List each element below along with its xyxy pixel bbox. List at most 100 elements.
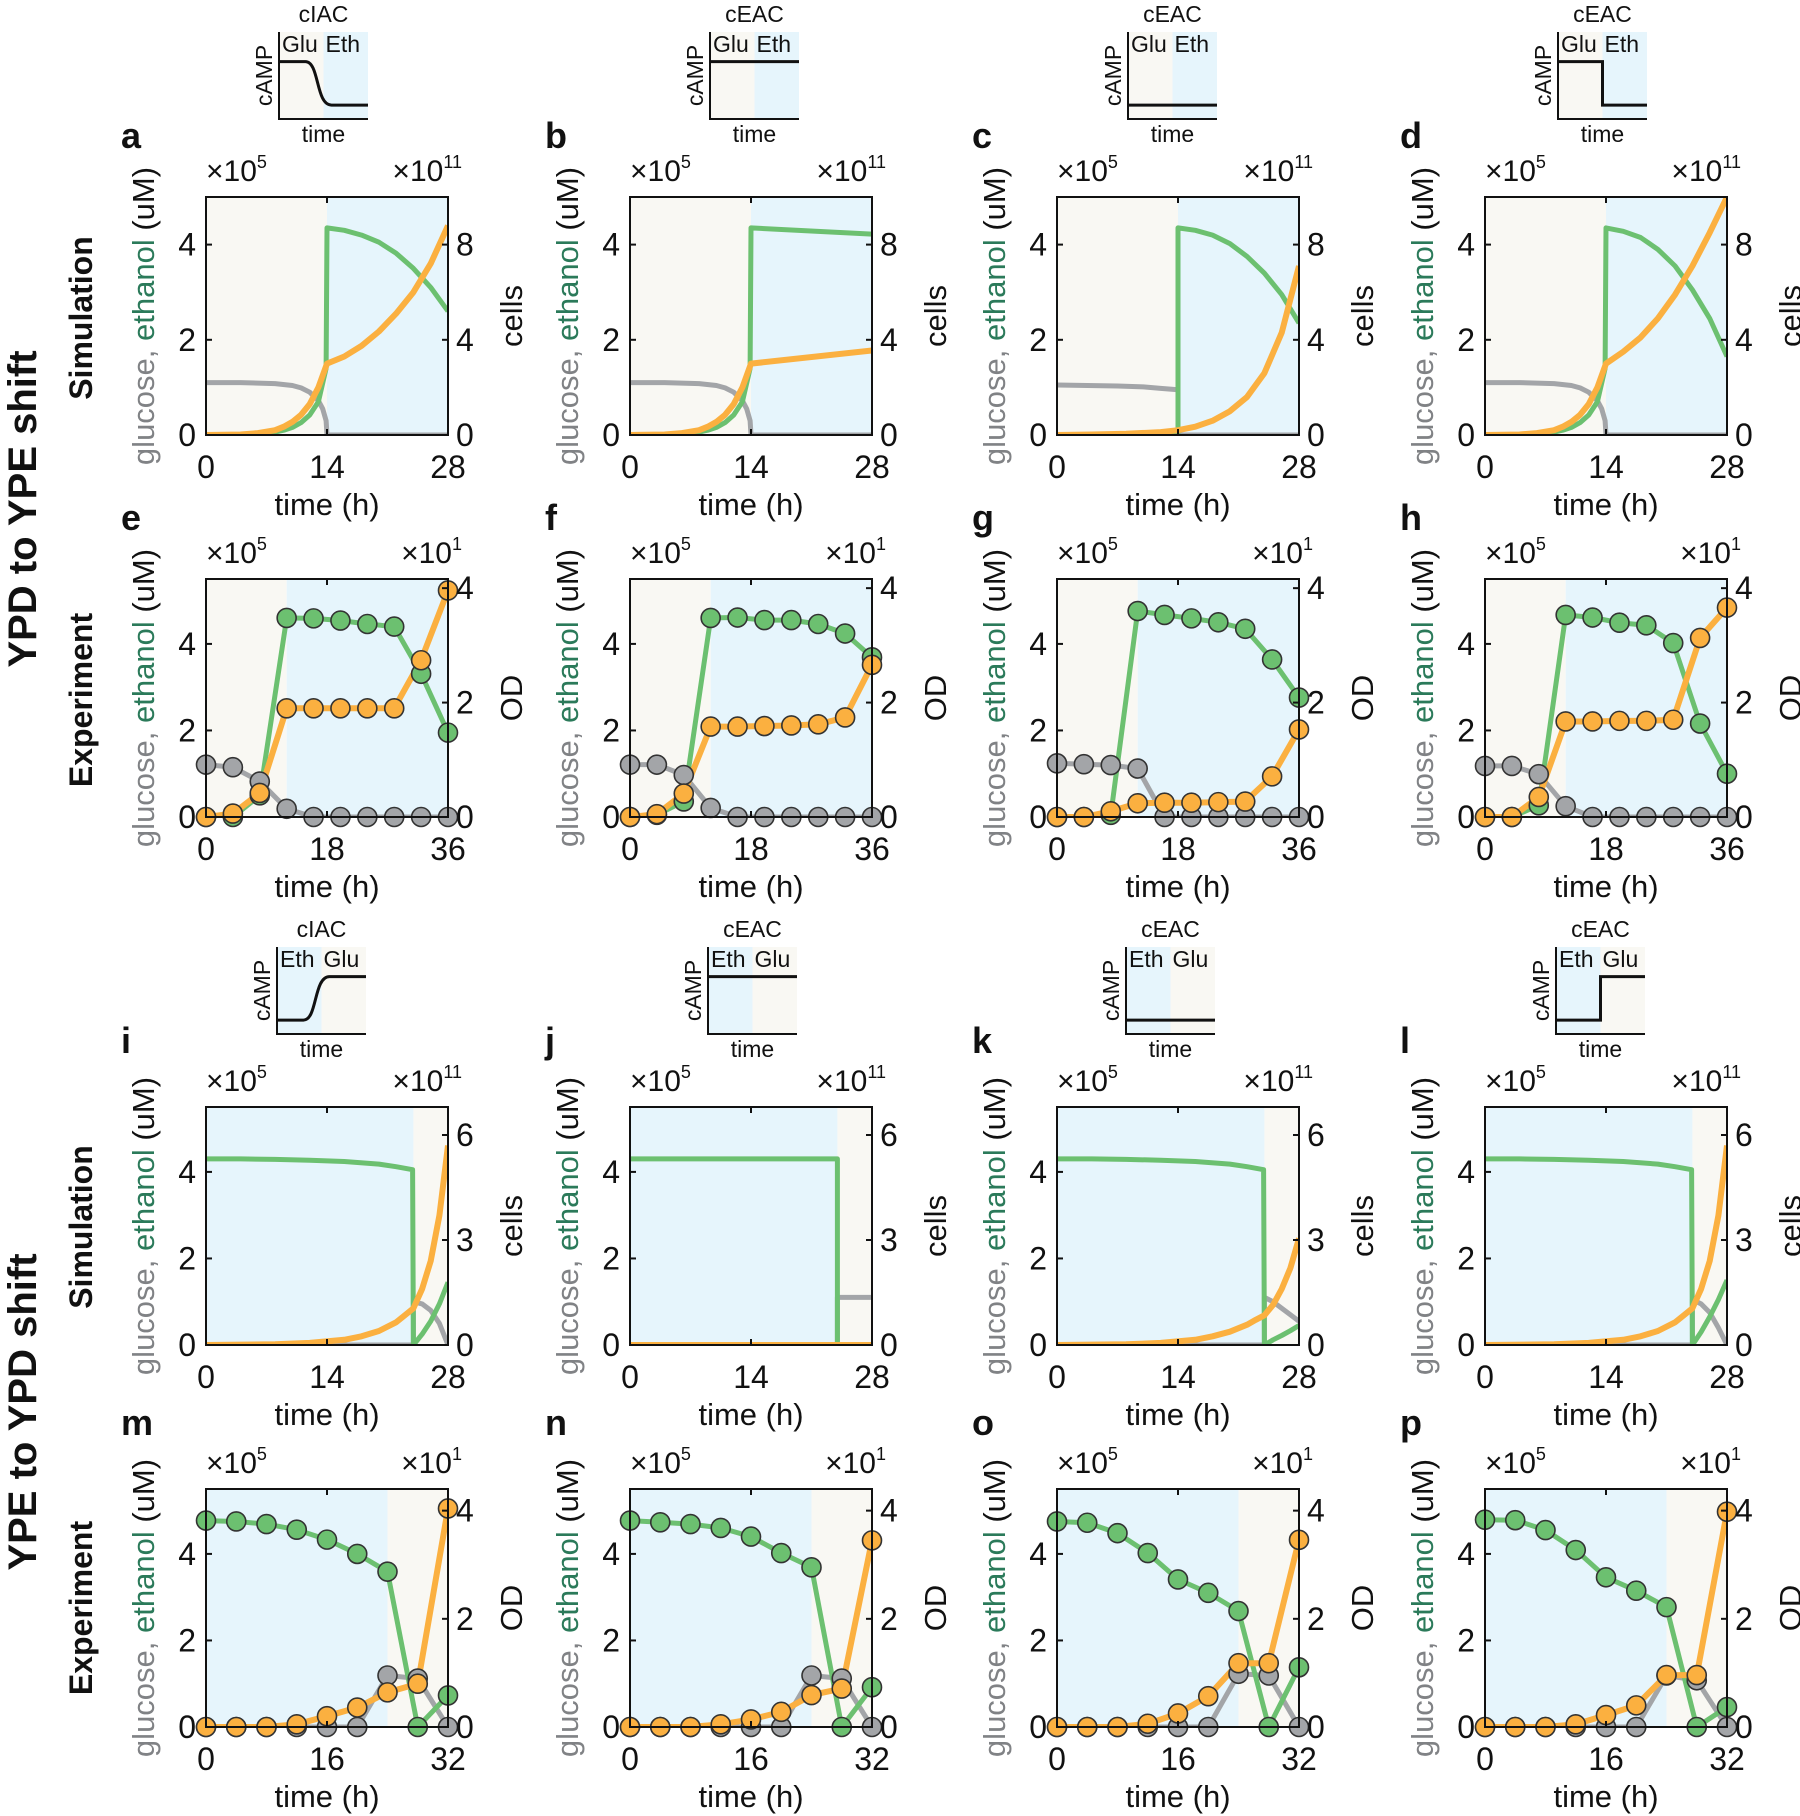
x-tick-label: 36 [1709,831,1745,867]
row-label-ype-to-ypd: YPE to YPD shift [1,1253,45,1570]
inset-x-label: time [1151,121,1194,147]
y-tick-label: 2 [178,1240,196,1276]
x-axis-label: time (h) [1125,1397,1230,1432]
y2-scale-factor: ×101 [1680,1444,1741,1480]
series-line-ethanol [1485,1156,1727,1345]
data-point-od [410,649,432,671]
data-point-ethanol [316,1529,338,1550]
y2-tick-label: 4 [456,570,474,606]
x-tick-label: 14 [733,449,769,485]
data-point-od [673,783,695,804]
y2-axis-label: cells [918,285,953,347]
data-point-glucose [1127,758,1148,779]
x-tick-label: 28 [1709,449,1745,485]
data-point-ethanol [801,1557,822,1578]
inset-title: cEAC [1143,1,1202,27]
panel-letter: g [972,497,994,538]
data-point-od [377,1682,398,1703]
y-axis-label: glucose, ethanol (uM) [126,1077,161,1375]
x-tick-label: 28 [430,1359,466,1395]
data-point-od [801,1684,822,1706]
data-point-ethanol [1154,604,1175,626]
medium-shading-glu [321,947,366,1034]
camp-curve [1558,60,1647,107]
y-axis-label: glucose, ethanol (uM) [1405,1077,1440,1375]
y-scale-factor: ×105 [206,152,267,188]
y2-tick-label: 2 [880,1601,898,1637]
medium-shading-glu [752,947,797,1034]
y2-axis-label: OD [494,1585,529,1632]
plot-area [206,589,448,817]
y2-tick-label: 0 [1735,799,1753,835]
x-axis-label: time (h) [1125,1779,1230,1814]
y-tick-label: 0 [1029,1327,1047,1363]
series-line-glucose [206,1299,448,1345]
x-tick-label: 16 [1160,1741,1196,1777]
data-point-od [1686,1664,1708,1686]
x-tick-label: 36 [854,831,890,867]
data-point-glucose [801,1665,822,1686]
medium-shading-glu [1600,947,1645,1034]
y-tick-label: 2 [178,1622,196,1658]
x-tick-label: 0 [621,1741,639,1777]
x-axis-label: time (h) [698,1779,803,1814]
series-line-glucose [206,762,448,817]
x-tick-label: 32 [1709,1741,1745,1777]
y2-scale-factor: ×101 [825,1444,886,1480]
panel-letter: c [972,115,992,156]
x-axis-label: time (h) [274,869,379,904]
y-scale-factor: ×105 [1057,534,1118,570]
x-tick-label: 16 [309,1741,345,1777]
x-axis-label: time (h) [1553,487,1658,522]
inset-medium-label: Eth [757,31,792,57]
x-tick-label: 28 [1709,1359,1745,1395]
y2-tick-label: 3 [1735,1222,1753,1258]
y2-tick-label: 4 [880,322,898,358]
inset-y-label: cAMP [1530,45,1556,106]
data-point-od [1662,709,1684,731]
data-point-glucose [222,756,244,778]
data-point-od [1154,792,1175,813]
data-point-ethanol [1076,1512,1098,1534]
data-point-ethanol [377,1561,398,1582]
data-point-ethanol [781,609,802,631]
data-point-od [1636,710,1657,732]
data-point-ethanol [383,616,405,637]
data-point-ethanol [346,1543,368,1565]
y2-tick-label: 8 [1307,227,1325,263]
y2-tick-label: 2 [456,685,474,721]
data-point-ethanol [276,607,297,629]
x-tick-label: 0 [1048,831,1066,867]
series-line-cells [1057,265,1299,435]
panel-letter: h [1400,497,1422,538]
y-scale-factor: ×105 [206,534,267,570]
y2-tick-label: 0 [456,799,474,835]
y2-tick-label: 4 [1307,570,1325,606]
data-point-od [1181,792,1202,813]
x-tick-label: 0 [621,831,639,867]
data-point-ethanol [1565,1539,1587,1561]
data-point-ethanol [1504,1509,1526,1531]
data-point-ethanol [1208,611,1229,633]
plot-area [630,1156,872,1345]
x-tick-label: 14 [733,1359,769,1395]
y-scale-factor: ×105 [630,534,691,570]
data-point-od [303,697,324,719]
y2-scale-factor: ×1011 [816,1062,886,1098]
y-tick-label: 4 [602,1154,620,1190]
y-tick-label: 0 [1029,799,1047,835]
data-point-od [740,1709,762,1730]
y-scale-factor: ×105 [630,1062,691,1098]
y2-tick-label: 8 [880,227,898,263]
y2-tick-label: 8 [1735,227,1753,263]
plot-area [630,615,872,817]
y2-tick-label: 0 [1307,1709,1325,1745]
inset-y-label: cAMP [251,45,277,106]
data-point-od [407,1673,429,1695]
x-axis-label: time (h) [1125,487,1230,522]
inset-x-label: time [300,1036,343,1062]
panel-letter: l [1400,1020,1410,1061]
y-tick-label: 4 [1457,626,1475,662]
y-tick-label: 0 [1457,1709,1475,1745]
